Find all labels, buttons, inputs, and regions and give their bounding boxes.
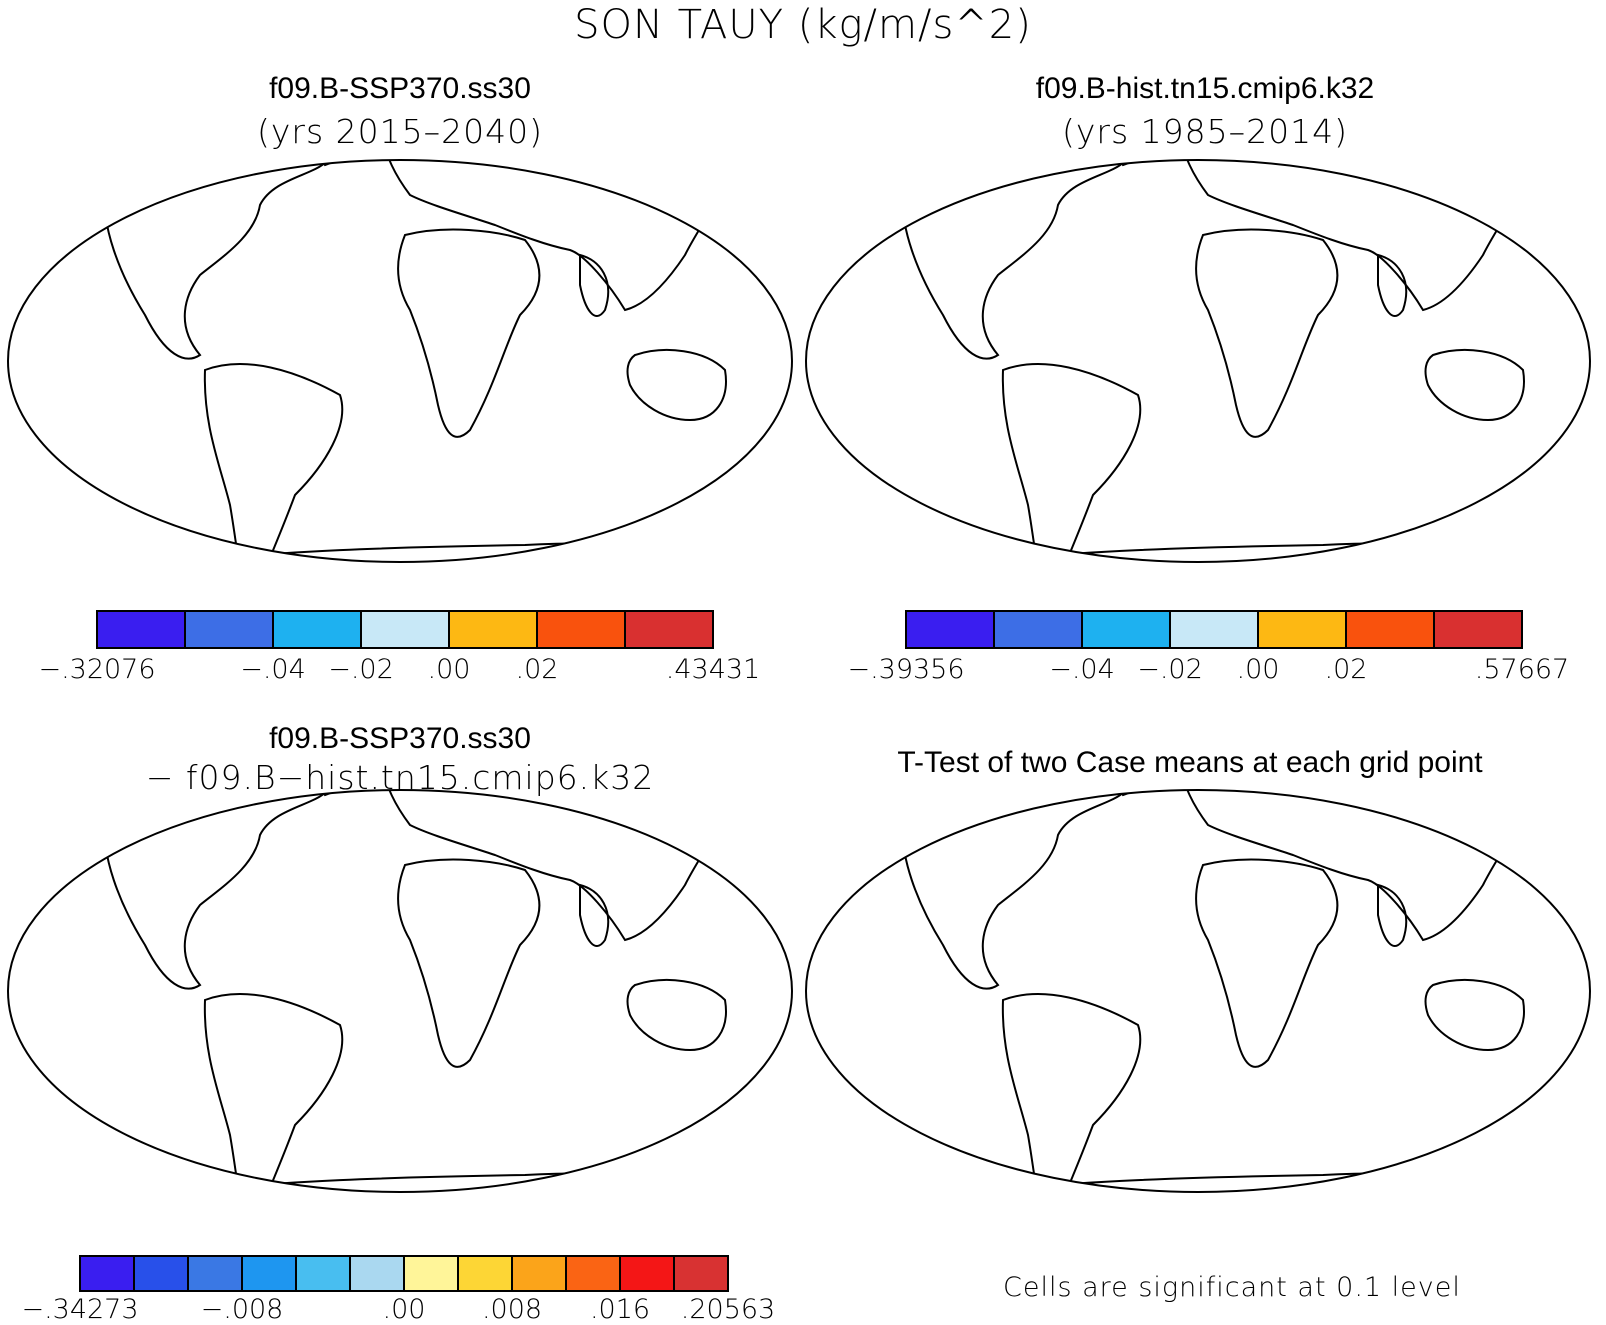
colorbar-swatch — [1257, 610, 1347, 649]
colorbar-swatch — [79, 1255, 135, 1292]
colorbar-tick-label: −.34273 — [21, 1294, 139, 1325]
colorbar-tick-label: −.02 — [1137, 654, 1203, 685]
colorbar-tick-label: −.02 — [328, 654, 394, 685]
map-outline-case1 — [7, 159, 793, 563]
field-case2 — [883, 160, 1553, 562]
colorbar-tick-label: .20563 — [680, 1294, 776, 1325]
map-panel-difference — [7, 789, 793, 1193]
coastlines-difference — [84, 790, 756, 1192]
colorbars-root — [79, 610, 1523, 1292]
colorbar-tick-label: .016 — [589, 1294, 651, 1325]
colorbar-swatch — [241, 1255, 297, 1292]
colorbar-tick-label: .008 — [481, 1294, 543, 1325]
coastlines-case1 — [84, 160, 756, 562]
colorbar-swatch — [360, 610, 450, 649]
panel-case2-title: f09.B-hist.tn15.cmip6.k32 — [1035, 72, 1375, 105]
panel-case1-subtitle: (yrs 2015–2040) — [257, 112, 543, 151]
field-ttest — [883, 790, 1553, 1192]
field-difference — [85, 790, 755, 1192]
coastlines-case2 — [882, 160, 1554, 562]
panel-case2-subtitle: (yrs 1985–2014) — [1062, 112, 1348, 151]
colorbar-swatch — [993, 610, 1083, 649]
colorbar-swatch — [403, 1255, 459, 1292]
colorbar-swatch — [1345, 610, 1435, 649]
coastlines-ttest — [882, 790, 1554, 1192]
map-outline-ttest — [805, 789, 1591, 1193]
colorbar-tick-label: .57667 — [1474, 654, 1570, 685]
colorbar-difference — [79, 1255, 729, 1292]
colorbar-tick-label: .00 — [427, 654, 471, 685]
colorbar-swatch — [1169, 610, 1259, 649]
map-panel-case1 — [7, 159, 793, 563]
colorbar-tick-label: .00 — [1236, 654, 1280, 685]
colorbar-tick-label: .00 — [382, 1294, 426, 1325]
colorbar-swatch — [673, 1255, 729, 1292]
map-panel-case2 — [805, 159, 1591, 563]
map-panel-ttest — [805, 789, 1591, 1193]
figure-title: SON TAUY (kg/m/s^2) — [574, 2, 1032, 48]
colorbar-tick-label: −.04 — [240, 654, 306, 685]
colorbar-swatch — [565, 1255, 621, 1292]
colorbar-tick-label: −.008 — [200, 1294, 284, 1325]
colorbar-swatch — [511, 1255, 567, 1292]
colorbar-tick-label: −.32076 — [38, 654, 156, 685]
colorbar-case2 — [905, 610, 1523, 649]
colorbar-swatch — [349, 1255, 405, 1292]
colorbar-swatch — [536, 610, 626, 649]
colorbar-swatch — [187, 1255, 243, 1292]
panel-case1-title: f09.B-SSP370.ss30 — [269, 72, 531, 105]
panel-difference-title: f09.B-SSP370.ss30 — [269, 722, 531, 755]
map-outline-difference — [7, 789, 793, 1193]
colorbar-swatch — [133, 1255, 189, 1292]
colorbar-swatch — [295, 1255, 351, 1292]
colorbar-swatch — [1433, 610, 1523, 649]
colorbar-tick-label: −.04 — [1049, 654, 1115, 685]
panel-ttest-title: T-Test of two Case means at each grid po… — [897, 746, 1483, 779]
colorbar-swatch — [457, 1255, 513, 1292]
colorbar-tick-label: .02 — [515, 654, 559, 685]
map-outline-case2 — [805, 159, 1591, 563]
colorbar-swatch — [272, 610, 362, 649]
colorbar-swatch — [619, 1255, 675, 1292]
colorbar-swatch — [905, 610, 995, 649]
colorbar-swatch — [1081, 610, 1171, 649]
colorbar-swatch — [448, 610, 538, 649]
colorbar-tick-label: .43431 — [665, 654, 761, 685]
colorbar-tick-label: .02 — [1324, 654, 1368, 685]
ttest-note: Cells are significant at 0.1 level — [1003, 1272, 1461, 1303]
colorbar-swatch — [96, 610, 186, 649]
colorbar-swatch — [184, 610, 274, 649]
colorbar-tick-label: −.39356 — [847, 654, 965, 685]
colorbar-case1 — [96, 610, 714, 649]
colorbar-swatch — [624, 610, 714, 649]
